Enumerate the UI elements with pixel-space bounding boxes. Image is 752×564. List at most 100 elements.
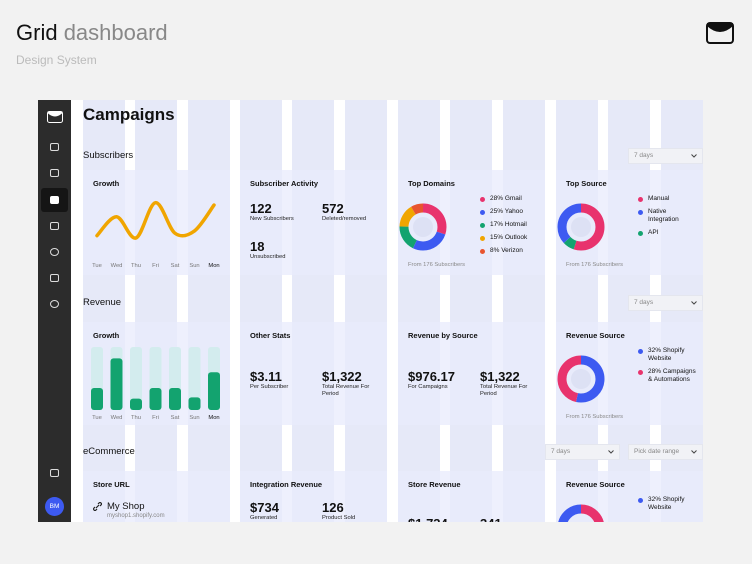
heading-light: dashboard xyxy=(63,20,168,45)
legend: 28% Gmail 25% Yahoo 17% Hotmail 15% Outlook… xyxy=(480,195,540,255)
nav-dashboard[interactable] xyxy=(50,143,59,151)
top-source-card: Top Source Manual Native Integration API Fro… xyxy=(556,170,703,275)
activity-card: Subscriber Activity 122 New Subscribers 572… xyxy=(240,170,387,275)
x-tick-label: Tue xyxy=(92,415,102,421)
donut-center xyxy=(413,217,433,237)
avatar[interactable]: BM xyxy=(45,497,64,516)
stat-label: Per Subscriber xyxy=(250,384,289,390)
legend-label: 28% Gmail xyxy=(490,195,522,202)
legend-item: 32% Shopify Website xyxy=(638,496,698,512)
nav-subscribers[interactable] xyxy=(50,169,59,177)
nav-automation[interactable] xyxy=(50,222,59,230)
stat-value: 18 xyxy=(250,239,265,254)
card-chart: Tue Wed Thu Fri Sat Sun Mon xyxy=(91,347,220,421)
legend-item: 25% Yahoo xyxy=(480,208,540,216)
legend-dot xyxy=(638,348,643,354)
legend-item: 17% Hotmail xyxy=(480,221,540,229)
legend-label: Manual xyxy=(648,195,670,202)
card-chart xyxy=(557,355,605,403)
date-filter[interactable]: 7 days xyxy=(545,444,620,460)
stat-label: Product Sold xyxy=(322,515,356,521)
donut-segment xyxy=(399,203,447,251)
store-revenue-card: Store Revenue $1,734 341 xyxy=(398,471,545,522)
legend-dot xyxy=(480,222,485,228)
card-title: Subscriber Activity xyxy=(250,179,319,188)
grid-column xyxy=(398,100,440,522)
legend-item: 15% Outlook xyxy=(480,234,540,242)
stat: $1,322 Total Revenue For Period xyxy=(322,370,372,398)
grid-column xyxy=(345,100,387,522)
nav-table[interactable] xyxy=(50,469,59,477)
legend-dot xyxy=(638,497,643,503)
chevron xyxy=(608,450,614,454)
stat-label: Deleted/removed xyxy=(322,216,367,222)
card-chart: Tue Wed Thu Fri Sat Sun Mon xyxy=(92,200,220,269)
nav-layers[interactable] xyxy=(50,274,59,282)
chevron xyxy=(691,301,697,305)
card-title: Growth xyxy=(93,179,120,188)
stat-value: $734 xyxy=(250,500,279,515)
x-tick-label: Mon xyxy=(208,415,219,421)
card-title: Revenue Source xyxy=(566,331,625,340)
x-tick-label: Mon xyxy=(208,263,219,269)
nav-campaigns[interactable] xyxy=(50,196,59,204)
legend-dot xyxy=(638,209,643,215)
legend-item: Native Integration xyxy=(638,208,698,224)
card-footer: From 176 Subscribers xyxy=(408,262,466,268)
chevron-path xyxy=(608,450,614,454)
card-chart xyxy=(557,203,605,251)
x-tick-label: Fri xyxy=(152,263,159,269)
date-range-filter[interactable]: Pick date range xyxy=(628,444,703,460)
dashboard-panel: BM Campaigns Subscribers 7 days Revenue 7 d… xyxy=(38,100,703,522)
heading-bold: Grid xyxy=(16,20,58,45)
legend-label: 15% Outlook xyxy=(490,234,528,241)
growth-card: Growth Tue Wed Thu Fri Sat Sun Mon xyxy=(83,170,230,275)
sidebar-logo xyxy=(47,111,63,123)
stat-label: Total Revenue For Period xyxy=(322,384,370,397)
page-title: Campaigns xyxy=(83,105,175,124)
legend-label: 17% Hotmail xyxy=(490,221,527,228)
bar xyxy=(130,398,142,410)
legend-dot xyxy=(480,196,485,202)
stat-value: 341 xyxy=(480,517,502,523)
stat: 341 xyxy=(480,517,502,523)
donut-segment xyxy=(557,355,605,403)
bar xyxy=(188,397,201,410)
card-title: Top Domains xyxy=(408,179,455,188)
revenue-source-card: Revenue Source 32% Shopify Website 28% Cam… xyxy=(556,322,703,425)
section-title: eCommerce xyxy=(83,446,135,457)
legend-label: 25% Yahoo xyxy=(490,208,524,215)
grid-column xyxy=(240,100,282,522)
chevron-path xyxy=(691,301,697,305)
bar xyxy=(91,387,103,410)
stat-value: $1,734 xyxy=(408,517,448,523)
card-title: Other Stats xyxy=(250,331,291,340)
legend-item: 28% Campaigns & Automations xyxy=(638,368,698,384)
nav-settings[interactable] xyxy=(50,300,59,308)
legend-dot xyxy=(480,209,485,215)
card-title: Revenue by Source xyxy=(408,331,478,340)
card-footer: From 176 Subscribers xyxy=(566,414,624,420)
stat-value: 126 xyxy=(322,500,344,515)
x-tick-label: Wed xyxy=(111,415,123,421)
legend-item: 32% Shopify Website xyxy=(638,347,698,363)
card-chart xyxy=(399,203,447,251)
bar xyxy=(149,387,162,410)
date-filter[interactable]: 7 days xyxy=(628,148,703,164)
legend-item: 28% Gmail xyxy=(480,195,540,203)
nav-location[interactable] xyxy=(50,248,59,256)
stat-label: For Campaigns xyxy=(408,384,448,390)
donut-segment xyxy=(557,504,605,522)
legend-dot xyxy=(480,248,485,254)
date-filter[interactable]: 7 days xyxy=(628,295,703,311)
donut-segment xyxy=(399,203,447,251)
card-title: Integration Revenue xyxy=(250,480,323,489)
chevron xyxy=(691,154,697,158)
logo xyxy=(706,22,734,44)
chevron-path xyxy=(691,154,697,158)
bar xyxy=(110,358,123,410)
section-title: Subscribers xyxy=(83,150,134,161)
grid-column xyxy=(503,100,545,522)
store-url: myshop1.shopify.com xyxy=(107,513,165,519)
ecommerce-revenue-source-card: Revenue Source 32% Shopify Website xyxy=(556,471,703,522)
